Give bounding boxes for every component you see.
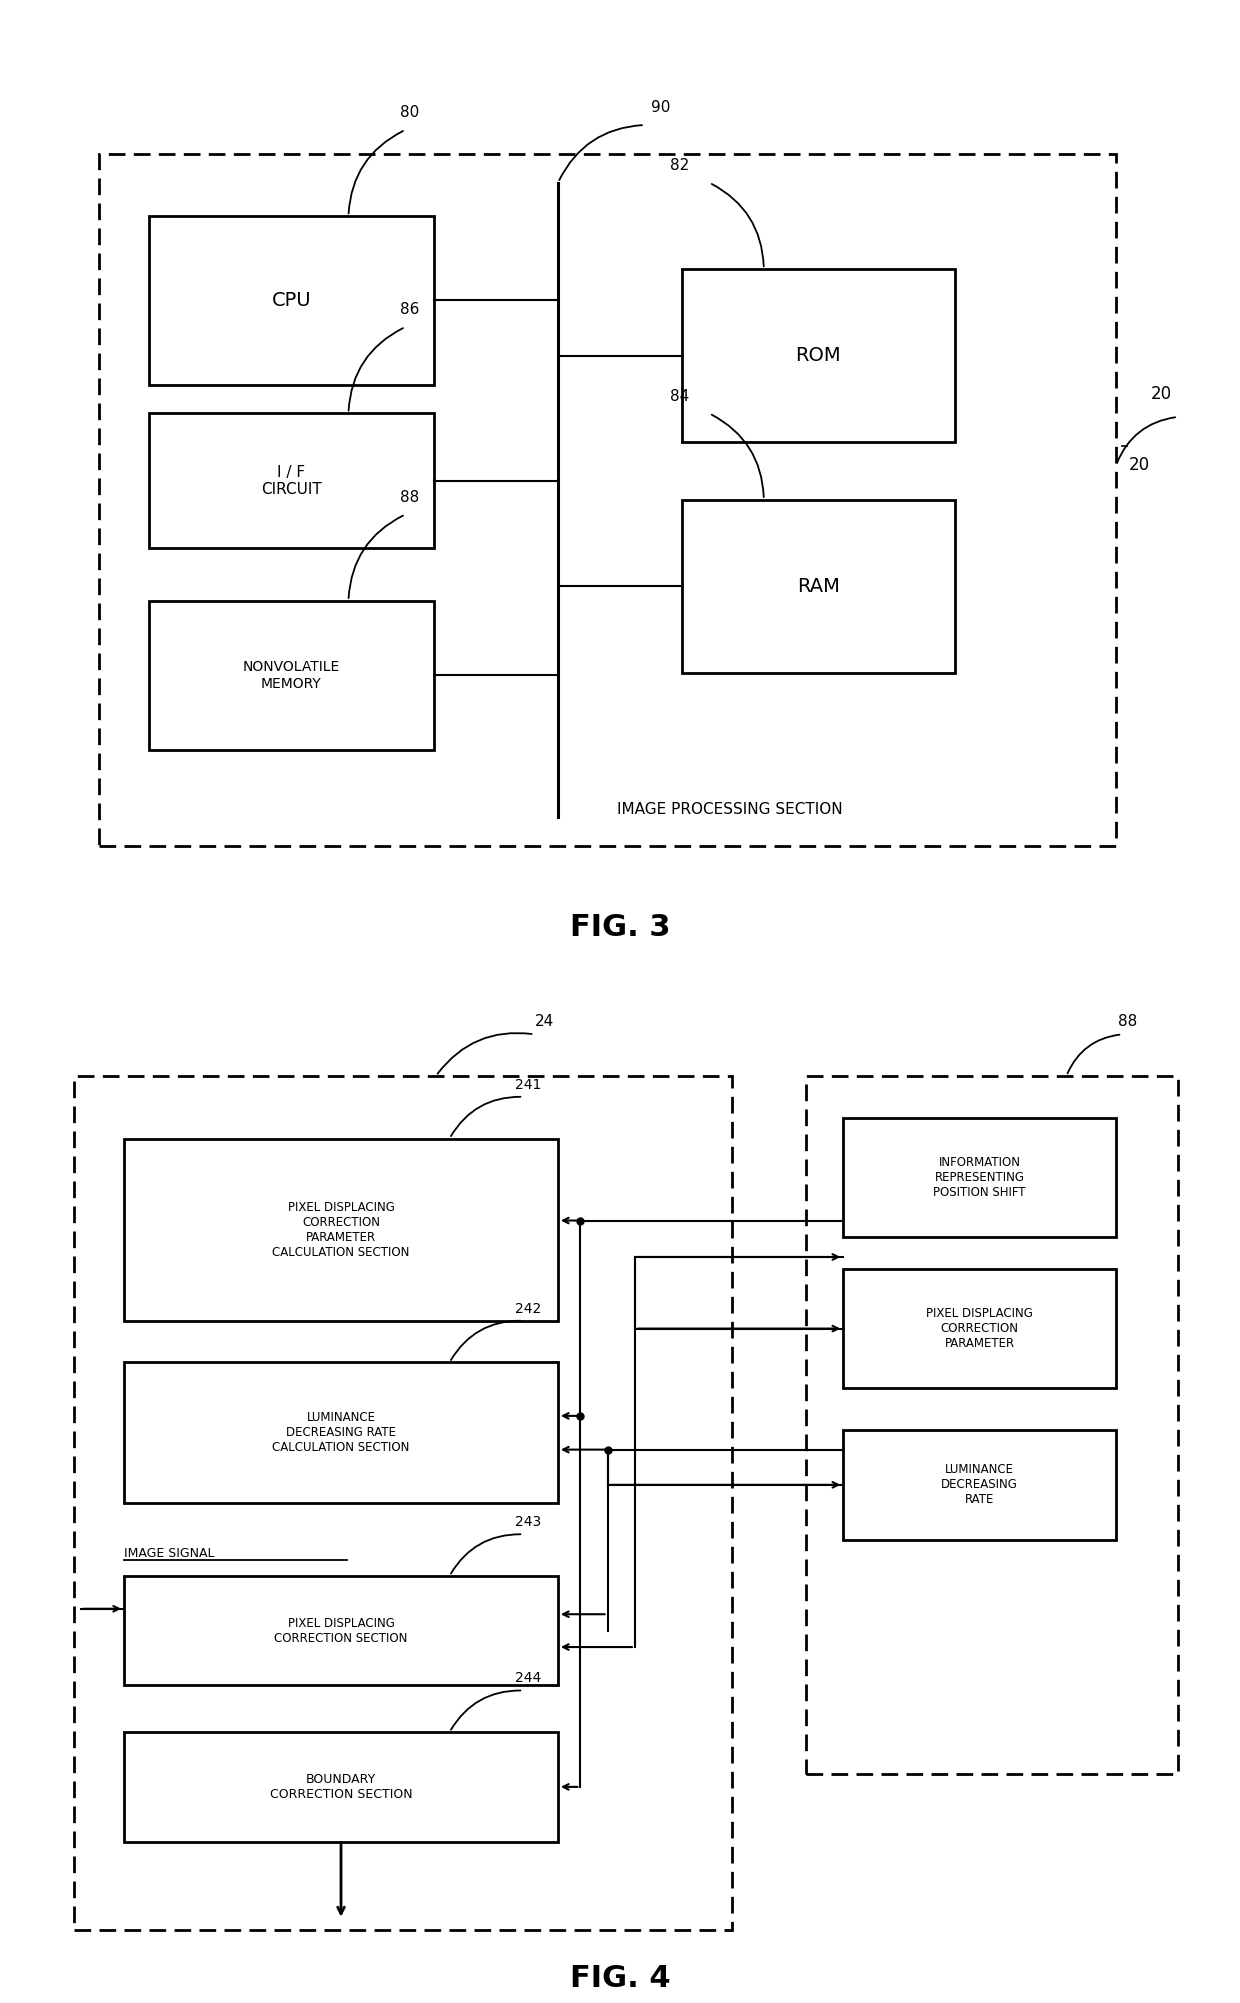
Bar [843,1430,1116,1540]
Text: IMAGE SIGNAL: IMAGE SIGNAL [124,1548,215,1560]
Text: NONVOLATILE
MEMORY: NONVOLATILE MEMORY [243,661,340,691]
Text: FIG. 4: FIG. 4 [569,1963,671,1993]
Text: 80: 80 [399,106,419,120]
Text: 82: 82 [670,158,689,172]
Text: PIXEL DISPLACING
CORRECTION SECTION: PIXEL DISPLACING CORRECTION SECTION [274,1616,408,1644]
Text: LUMINANCE
DECREASING RATE
CALCULATION SECTION: LUMINANCE DECREASING RATE CALCULATION SE… [273,1412,409,1454]
Bar [149,601,434,749]
Bar [124,1576,558,1685]
Text: ROM: ROM [796,347,841,365]
Bar [843,1118,1116,1238]
Text: 243: 243 [515,1514,541,1528]
Text: PIXEL DISPLACING
CORRECTION
PARAMETER
CALCULATION SECTION: PIXEL DISPLACING CORRECTION PARAMETER CA… [273,1200,409,1258]
Text: 90: 90 [651,100,671,116]
Bar [74,1076,732,1931]
Text: IMAGE PROCESSING SECTION: IMAGE PROCESSING SECTION [616,803,842,817]
Text: PIXEL DISPLACING
CORRECTION
PARAMETER: PIXEL DISPLACING CORRECTION PARAMETER [926,1308,1033,1350]
Bar [149,413,434,549]
Text: 241: 241 [515,1078,541,1092]
Text: 88: 88 [399,491,419,505]
Bar [124,1138,558,1320]
Text: 20: 20 [1128,457,1149,475]
Bar [124,1733,558,1841]
Text: LUMINANCE
DECREASING
RATE: LUMINANCE DECREASING RATE [941,1464,1018,1506]
Text: 244: 244 [515,1671,541,1685]
Text: 84: 84 [670,389,689,405]
Bar [682,268,955,443]
Text: FIG. 3: FIG. 3 [569,913,671,941]
Text: 86: 86 [399,302,419,316]
Text: INFORMATION
REPRESENTING
POSITION SHIFT: INFORMATION REPRESENTING POSITION SHIFT [934,1156,1025,1200]
Bar [99,154,1116,845]
Text: 20: 20 [1151,385,1172,403]
Bar [682,501,955,673]
Bar [149,216,434,385]
Text: 88: 88 [1118,1014,1138,1030]
Bar [806,1076,1178,1775]
Text: 24: 24 [534,1014,554,1030]
Text: I / F
CIRCUIT: I / F CIRCUIT [262,465,321,497]
Text: BOUNDARY
CORRECTION SECTION: BOUNDARY CORRECTION SECTION [269,1773,413,1801]
Text: CPU: CPU [272,290,311,310]
Bar [124,1362,558,1502]
Bar [843,1268,1116,1388]
Text: 242: 242 [515,1302,541,1316]
Text: RAM: RAM [797,577,839,597]
